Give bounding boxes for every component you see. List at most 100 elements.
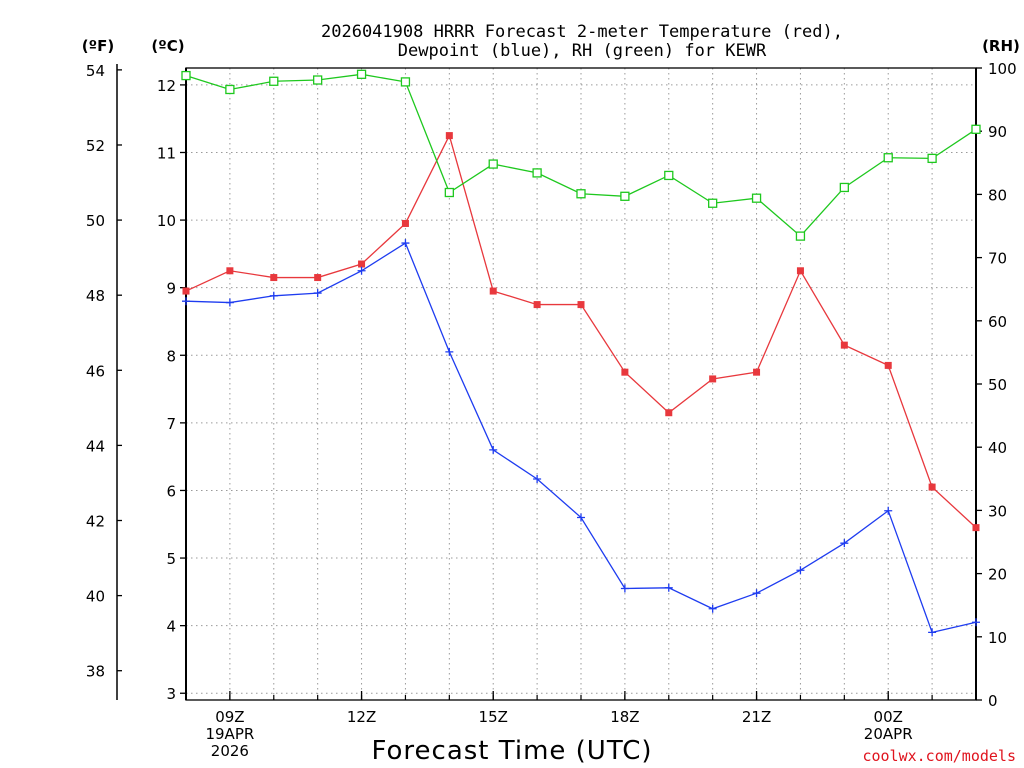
dewpoint-point xyxy=(884,506,893,515)
temperature-point xyxy=(621,368,629,376)
fahrenheit-tick-label: 42 xyxy=(86,513,105,531)
rh-tick-label: 50 xyxy=(988,376,1007,394)
rh-tick-label: 80 xyxy=(988,186,1007,204)
temperature-point xyxy=(445,132,453,140)
rh-tick-label: 10 xyxy=(988,629,1007,647)
temperature-point xyxy=(358,260,366,268)
x-tick-label: 00Z xyxy=(874,708,903,726)
rh-point xyxy=(971,124,981,134)
rh-point xyxy=(400,77,411,87)
dewpoint-point xyxy=(708,604,717,613)
x-tick-label: 18Z xyxy=(610,708,639,726)
temperature-point xyxy=(972,524,980,532)
fahrenheit-tick-label: 40 xyxy=(86,588,105,606)
rh-point xyxy=(269,76,279,86)
fahrenheit-tick-label: 48 xyxy=(86,287,105,305)
celsius-tick-label: 8 xyxy=(166,347,176,365)
dewpoint-point xyxy=(401,239,410,248)
temperature-point xyxy=(796,267,804,275)
rh-tick-label: 70 xyxy=(988,250,1007,268)
data-series xyxy=(181,69,981,637)
celsius-tick-label: 9 xyxy=(166,280,176,298)
rh-point xyxy=(532,168,542,178)
celsius-tick-label: 7 xyxy=(166,415,176,433)
rh-point xyxy=(356,69,367,79)
rh-point xyxy=(839,182,849,193)
celsius-axis-unit: (ºC) xyxy=(151,37,184,55)
dewpoint-point xyxy=(840,539,849,548)
rh-tick-label: 100 xyxy=(988,60,1017,78)
fahrenheit-tick-label: 44 xyxy=(86,437,105,455)
temperature-point xyxy=(401,219,409,227)
x-tick-label: 15Z xyxy=(479,708,508,726)
x-tick-label: 20APR xyxy=(864,725,913,743)
x-tick-label: 2026 xyxy=(211,742,249,760)
dewpoint-point xyxy=(357,266,366,275)
temperature-point xyxy=(665,409,673,417)
dewpoint-point xyxy=(313,289,322,298)
fahrenheit-tick-label: 52 xyxy=(86,137,105,155)
tick-labels: 3 4 5 6 7 8 9 10 11 12 38 40 42 44 46 48 50 52 54 0 10 20 30 40… xyxy=(86,60,1017,760)
x-tick-label: 19APR xyxy=(205,725,254,743)
rh-tick-label: 60 xyxy=(988,313,1007,331)
temperature-point xyxy=(884,361,892,369)
celsius-tick-label: 5 xyxy=(166,550,176,568)
rh-tick-label: 20 xyxy=(988,566,1007,584)
x-tick-label: 12Z xyxy=(347,708,376,726)
temperature-point xyxy=(182,287,190,295)
dewpoint-point xyxy=(928,628,937,637)
series-temperature xyxy=(182,132,980,532)
rh-point xyxy=(181,70,191,81)
rh-point xyxy=(751,193,762,203)
temperature-point xyxy=(226,267,234,275)
dewpoint-point xyxy=(796,566,805,575)
dewpoint-point xyxy=(577,513,585,522)
fahrenheit-axis-unit: (ºF) xyxy=(82,37,114,55)
rh-point xyxy=(576,189,586,199)
dewpoint-point xyxy=(533,474,542,483)
rh-tick-label: 40 xyxy=(988,439,1007,457)
dewpoint-point xyxy=(972,618,980,627)
rh-point xyxy=(883,153,893,163)
temperature-point xyxy=(709,375,717,383)
series-dewpoint xyxy=(182,239,980,637)
rh-tick-label: 0 xyxy=(988,692,998,710)
celsius-tick-label: 4 xyxy=(166,618,176,636)
temperature-point xyxy=(928,483,936,491)
temperature-point xyxy=(314,274,322,282)
temperature-point xyxy=(753,368,761,376)
series-rh xyxy=(181,69,981,241)
x-tick-label: 21Z xyxy=(742,708,771,726)
fahrenheit-tick-label: 46 xyxy=(86,362,105,380)
chart-title-line-1: 2026041908 HRRR Forecast 2-meter Tempera… xyxy=(321,22,843,42)
celsius-tick-label: 12 xyxy=(157,77,176,95)
x-axis-title: Forecast Time (UTC) xyxy=(371,736,652,766)
rh-point xyxy=(444,187,454,198)
dewpoint-point xyxy=(752,589,761,598)
dewpoint-point xyxy=(182,297,190,306)
temperature-point xyxy=(577,301,585,309)
site-credit: coolwx.com/models xyxy=(862,747,1016,765)
celsius-tick-label: 6 xyxy=(166,482,176,500)
temperature-point xyxy=(533,301,541,309)
rh-tick-label: 30 xyxy=(988,502,1007,520)
dewpoint-point xyxy=(489,445,498,454)
chart-title-line-2: Dewpoint (blue), RH (green) for KEWR xyxy=(398,41,767,61)
axes xyxy=(116,64,982,701)
fahrenheit-tick-label: 38 xyxy=(86,663,105,681)
x-tick-label: 09Z xyxy=(215,708,244,726)
fahrenheit-tick-label: 50 xyxy=(86,212,105,230)
rh-tick-label: 90 xyxy=(988,123,1007,141)
dewpoint-point xyxy=(269,291,278,300)
dewpoint-point xyxy=(225,298,234,307)
gridlines xyxy=(186,68,976,700)
rh-point xyxy=(664,170,674,181)
celsius-tick-label: 11 xyxy=(157,144,176,162)
rh-point xyxy=(225,84,235,95)
rh-point xyxy=(313,75,323,85)
rh-point xyxy=(795,231,806,241)
fahrenheit-tick-label: 54 xyxy=(86,62,105,80)
dewpoint-point xyxy=(620,584,629,593)
rh-point xyxy=(708,198,718,208)
